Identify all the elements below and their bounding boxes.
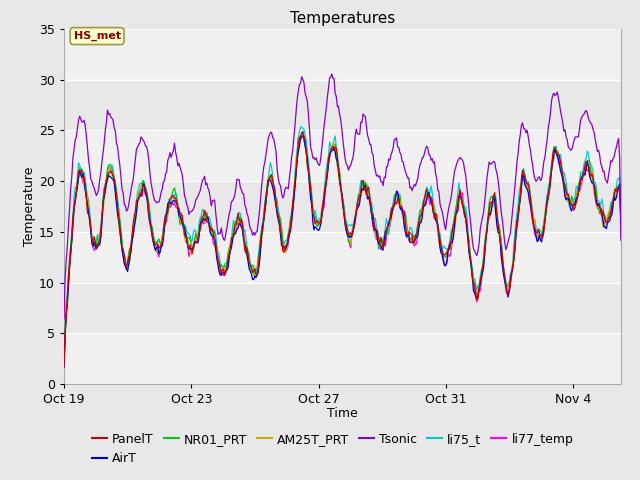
Bar (64, 29, 621, 80)
Bar (64, 232, 621, 283)
Legend: PanelT, AirT, NR01_PRT, AM25T_PRT, Tsonic, li75_t, li77_temp: PanelT, AirT, NR01_PRT, AM25T_PRT, Tsoni… (87, 428, 579, 470)
Bar (64, 333, 621, 384)
Title: Temperatures: Temperatures (290, 11, 395, 26)
Bar (64, 80, 621, 130)
Bar (64, 181, 621, 232)
Y-axis label: Temperature: Temperature (23, 167, 36, 246)
Bar (64, 130, 621, 181)
Text: HS_met: HS_met (74, 31, 121, 41)
Bar (64, 283, 621, 333)
X-axis label: Time: Time (327, 408, 358, 420)
